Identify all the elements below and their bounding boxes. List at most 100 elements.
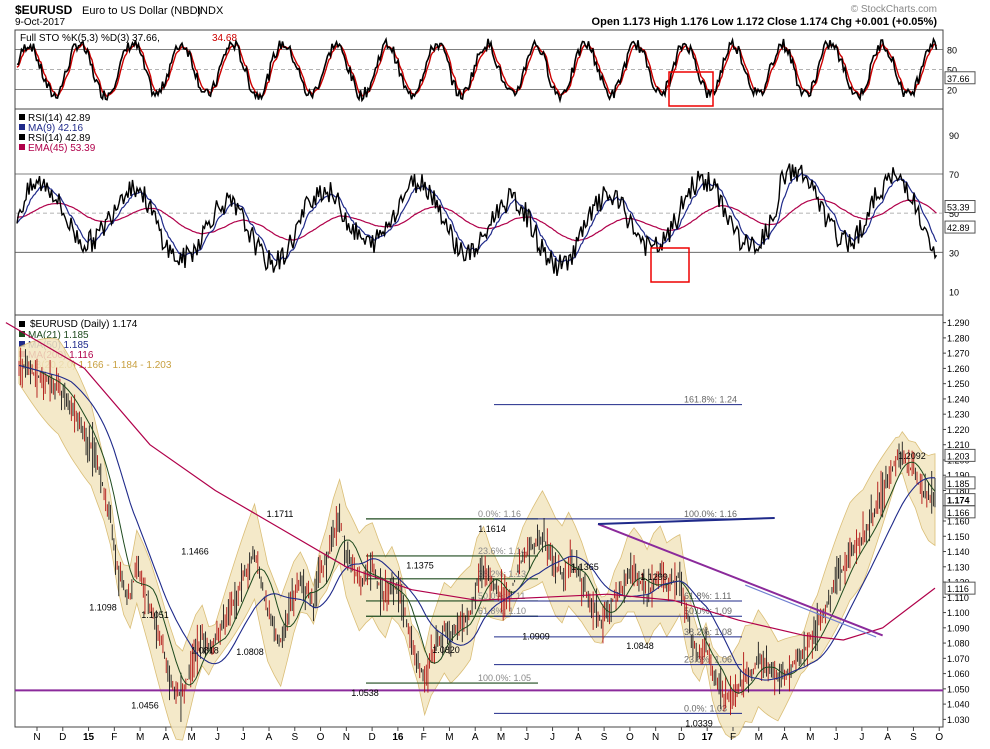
rsi-highlight-box xyxy=(650,247,690,283)
price-last-label: 1.185 xyxy=(947,479,970,489)
price-annotation: 1.0456 xyxy=(131,701,159,711)
x-axis-label: J xyxy=(215,732,220,743)
x-axis-label: N xyxy=(343,732,350,743)
fib-right-label: 23.6%: 1.06 xyxy=(684,655,732,665)
price-tick-label: 1.110 xyxy=(947,593,969,603)
x-axis-label: S xyxy=(601,732,608,743)
rsi-legend-label: MA(9) 42.16 xyxy=(28,123,83,134)
price-annotation: 1.1299 xyxy=(640,572,668,582)
price-annotation: 1.2092 xyxy=(898,451,926,461)
price-annotation: 1.0848 xyxy=(626,641,654,651)
price-annotation: 1.0909 xyxy=(522,631,550,641)
chart-date: 9-Oct-2017 xyxy=(15,17,65,28)
x-axis-label: A xyxy=(575,732,582,743)
price-tick-label: 1.190 xyxy=(947,471,970,481)
symbol-exchange: INDX xyxy=(197,5,224,17)
price-tick-label: 1.260 xyxy=(947,364,970,374)
sto-tick-label: 80 xyxy=(947,45,957,55)
price-tick-label: 1.140 xyxy=(947,547,970,557)
x-axis-label: M xyxy=(187,732,195,743)
price-tick-label: 1.070 xyxy=(947,654,970,664)
rsi-tick-label: 30 xyxy=(949,248,959,258)
ma200-line xyxy=(5,322,936,641)
fib-left-label: 23.6%: 1.14 xyxy=(478,546,526,556)
price-annotation: 1.1098 xyxy=(89,603,117,613)
sto-k-line xyxy=(16,36,938,104)
x-axis-label: D xyxy=(678,732,685,743)
fib-right-label: 38.2%: 1.08 xyxy=(684,627,732,637)
ma21-line xyxy=(18,364,936,694)
rsi-legend-label: RSI(14) 42.89 xyxy=(28,133,91,144)
price-last-box xyxy=(944,505,976,519)
price-annotation: 1.0818 xyxy=(191,645,219,655)
price-tick-label: 1.040 xyxy=(947,700,970,710)
x-axis-label: O xyxy=(935,732,943,743)
price-last-label: 1.203 xyxy=(947,451,970,461)
price-tick-label: 1.240 xyxy=(947,394,970,404)
x-axis-label: 15 xyxy=(83,732,95,743)
sto-tick-label: 20 xyxy=(947,86,957,96)
blue-trendline xyxy=(598,516,775,526)
x-axis-label: D xyxy=(59,732,66,743)
x-axis-label: F xyxy=(111,732,117,743)
rsi-tick-label: 70 xyxy=(949,170,959,180)
x-axis-label: D xyxy=(368,732,375,743)
sto-tick-label: 50 xyxy=(947,66,957,76)
fib-left-label: 0.0%: 1.16 xyxy=(478,509,521,519)
sto-d-line xyxy=(16,42,938,98)
x-axis-label: M xyxy=(497,732,505,743)
price-tick-label: 1.150 xyxy=(947,532,970,542)
rsi-last-label: 53.39 xyxy=(947,203,970,213)
rsi-legend-label: EMA(45) 53.39 xyxy=(28,143,96,154)
sto-highlight-box xyxy=(668,71,714,107)
watermark: © StockCharts.com xyxy=(851,4,937,15)
price-annotation: 1.1365 xyxy=(571,562,599,572)
price-tick-label: 1.060 xyxy=(947,669,970,679)
price-legend-label: MA(21) 1.185 xyxy=(28,330,89,341)
x-axis-label: A xyxy=(884,732,891,743)
x-axis-label: A xyxy=(472,732,479,743)
rsi-legend-swatch xyxy=(19,134,25,140)
fib-left-label: 100.0%: 1.05 xyxy=(478,673,531,683)
x-axis-label: A xyxy=(163,732,170,743)
blue-trendline-extension xyxy=(745,584,877,638)
rsi-last-box xyxy=(944,220,976,234)
price-tick-label: 1.030 xyxy=(947,715,970,725)
price-last-box xyxy=(944,448,976,462)
price-tick-label: 1.220 xyxy=(947,425,970,435)
x-axis-label: J xyxy=(524,732,529,743)
price-annotation: 1.0339 xyxy=(685,718,713,728)
price-last-label: 1.166 xyxy=(947,508,970,518)
price-tick-label: 1.100 xyxy=(947,608,970,618)
x-axis-label: J xyxy=(550,732,555,743)
fib-left-label: 61.8%: 1.10 xyxy=(478,606,526,616)
rsi-tick-label: 90 xyxy=(949,131,959,141)
price-annotation: 1.1051 xyxy=(141,610,169,620)
rsi-legend-swatch xyxy=(19,124,25,130)
price-annotation: 1.0820 xyxy=(432,645,460,655)
price-tick-label: 1.290 xyxy=(947,318,970,328)
x-axis-label: F xyxy=(730,732,736,743)
x-axis-label: S xyxy=(910,732,917,743)
price-annotation: 1.1466 xyxy=(181,546,209,556)
rsi-legend-swatch xyxy=(19,114,25,120)
fib-left-label: 38.2%: 1.13 xyxy=(478,569,526,579)
price-annotation: 1.1711 xyxy=(267,509,294,519)
price-last-label: 1.116 xyxy=(947,584,969,594)
x-axis-label: A xyxy=(266,732,273,743)
price-annotation: 1.1375 xyxy=(406,560,434,570)
x-axis-label: 16 xyxy=(392,732,404,743)
price-tick-label: 1.050 xyxy=(947,684,970,694)
x-axis-label: J xyxy=(834,732,839,743)
x-axis-label: M xyxy=(445,732,453,743)
price-tick-label: 1.280 xyxy=(947,333,970,343)
fib-right-label: 0.0%: 1.03 xyxy=(684,703,727,713)
price-tick-label: 1.210 xyxy=(947,440,970,450)
x-axis-label: M xyxy=(136,732,144,743)
x-axis-label: A xyxy=(781,732,788,743)
ma50-line xyxy=(18,364,936,681)
price-tick-label: 1.270 xyxy=(947,349,970,359)
x-axis-label: M xyxy=(755,732,763,743)
